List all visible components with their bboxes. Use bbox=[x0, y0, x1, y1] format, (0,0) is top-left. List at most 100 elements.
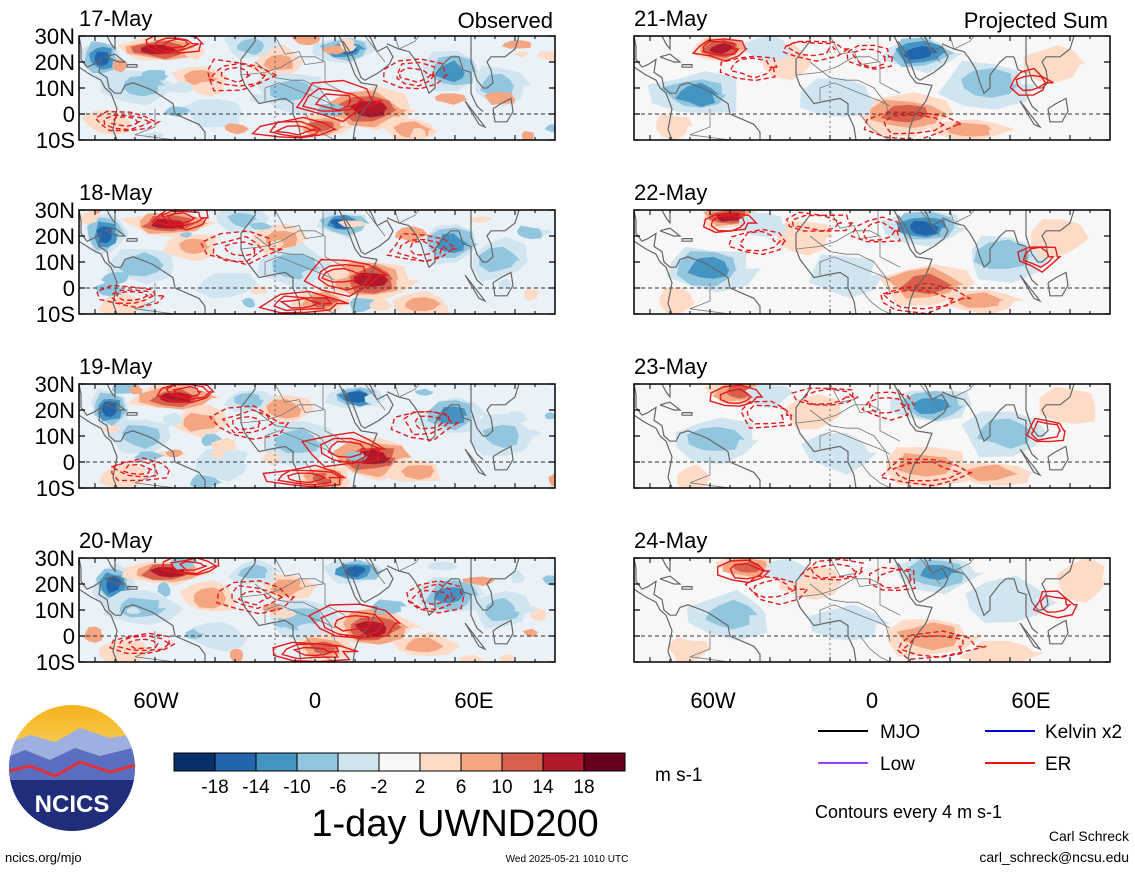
country-border bbox=[394, 210, 420, 224]
anomaly-shading bbox=[241, 297, 256, 308]
coastline bbox=[659, 227, 682, 237]
coastline bbox=[255, 210, 339, 211]
anomaly-shading bbox=[126, 606, 142, 615]
lat-label: 30N bbox=[35, 198, 75, 223]
coastline bbox=[464, 448, 487, 477]
anomaly-shading bbox=[166, 81, 194, 94]
anomaly-shading bbox=[179, 238, 211, 255]
anomaly-shading bbox=[227, 213, 258, 228]
coastline bbox=[79, 384, 206, 488]
colorbar-tick-label: -14 bbox=[242, 777, 270, 798]
er-contour bbox=[122, 463, 153, 476]
er-contour bbox=[738, 230, 782, 252]
anomaly-shading bbox=[1039, 386, 1096, 424]
anomaly-shading bbox=[434, 587, 466, 604]
coastline bbox=[634, 414, 673, 488]
country-border bbox=[394, 558, 420, 572]
coastline bbox=[1025, 210, 1075, 263]
er-contour bbox=[111, 457, 171, 482]
anomaly-shading bbox=[513, 606, 538, 613]
anomaly-shading bbox=[344, 391, 370, 403]
coastline bbox=[95, 36, 116, 51]
coastline bbox=[470, 36, 520, 89]
country-border bbox=[809, 235, 891, 294]
er-contour bbox=[276, 469, 344, 486]
anomaly-shading bbox=[234, 392, 264, 409]
er-contour bbox=[710, 214, 746, 232]
er-contour bbox=[709, 384, 764, 407]
country-border bbox=[304, 287, 336, 314]
er-contour bbox=[382, 58, 449, 90]
coastline bbox=[492, 619, 514, 645]
coastline bbox=[681, 64, 693, 68]
anomaly-shading bbox=[675, 82, 720, 108]
coastline bbox=[342, 384, 394, 429]
map-field bbox=[634, 384, 1110, 488]
er-contour bbox=[145, 36, 205, 54]
country-border bbox=[795, 230, 901, 268]
er-contour bbox=[719, 55, 778, 82]
anomaly-shading bbox=[517, 225, 543, 240]
anomaly-shading bbox=[709, 42, 735, 54]
anomaly-shading bbox=[727, 385, 753, 399]
anomaly-shading bbox=[537, 51, 555, 61]
er-contour bbox=[1026, 417, 1066, 443]
er-contour bbox=[1032, 590, 1079, 619]
country-border bbox=[264, 430, 336, 455]
country-border bbox=[304, 635, 336, 662]
er-contour bbox=[702, 212, 759, 234]
er-contour bbox=[231, 584, 283, 610]
er-contour bbox=[110, 116, 142, 127]
er-contour bbox=[802, 388, 855, 405]
country-border bbox=[240, 578, 346, 616]
er-contour bbox=[237, 590, 272, 606]
anomaly-shading bbox=[656, 113, 693, 140]
anomaly-shading bbox=[800, 78, 875, 117]
country-border bbox=[829, 210, 879, 240]
anomaly-shading bbox=[548, 472, 555, 487]
lon-label-60w-right: 60W bbox=[690, 688, 735, 713]
coastline bbox=[104, 53, 127, 63]
anomaly-shading bbox=[157, 581, 171, 598]
legend-label-low: Low bbox=[880, 754, 915, 775]
country-border bbox=[949, 558, 975, 572]
er-contour bbox=[419, 589, 451, 606]
er-contour bbox=[879, 458, 973, 487]
anomaly-shading bbox=[171, 558, 199, 570]
er-contour bbox=[273, 295, 333, 312]
anomaly-shading bbox=[514, 51, 530, 58]
coastline bbox=[492, 97, 514, 123]
country-border bbox=[809, 583, 891, 642]
er-contour bbox=[868, 396, 909, 414]
anomaly-shading bbox=[184, 46, 206, 61]
coastline bbox=[650, 36, 671, 51]
anomaly-shading bbox=[677, 464, 712, 488]
coastline bbox=[104, 401, 127, 411]
coastline bbox=[810, 210, 894, 211]
coastline bbox=[1013, 404, 1039, 460]
anomaly-shading bbox=[94, 51, 110, 66]
er-contour bbox=[702, 40, 740, 56]
coastline bbox=[470, 558, 520, 611]
colorbar-tick-label: 2 bbox=[415, 777, 426, 798]
lat-label: 10N bbox=[35, 424, 75, 449]
coastline bbox=[893, 384, 933, 488]
er-contour bbox=[785, 211, 854, 232]
coastline bbox=[659, 53, 682, 63]
coastline bbox=[458, 230, 484, 286]
coastline bbox=[126, 412, 138, 416]
er-contour bbox=[1039, 594, 1072, 613]
lat-label: 10N bbox=[35, 250, 75, 275]
anomaly-shading bbox=[434, 93, 469, 105]
er-contour bbox=[262, 464, 348, 488]
country-border bbox=[795, 578, 901, 616]
er-contour bbox=[300, 431, 387, 468]
country-border bbox=[919, 384, 941, 411]
coastline bbox=[342, 558, 394, 603]
er-contour bbox=[279, 297, 321, 309]
anomaly-shading bbox=[409, 127, 427, 140]
er-contour bbox=[1022, 246, 1055, 268]
coastline bbox=[255, 36, 339, 37]
